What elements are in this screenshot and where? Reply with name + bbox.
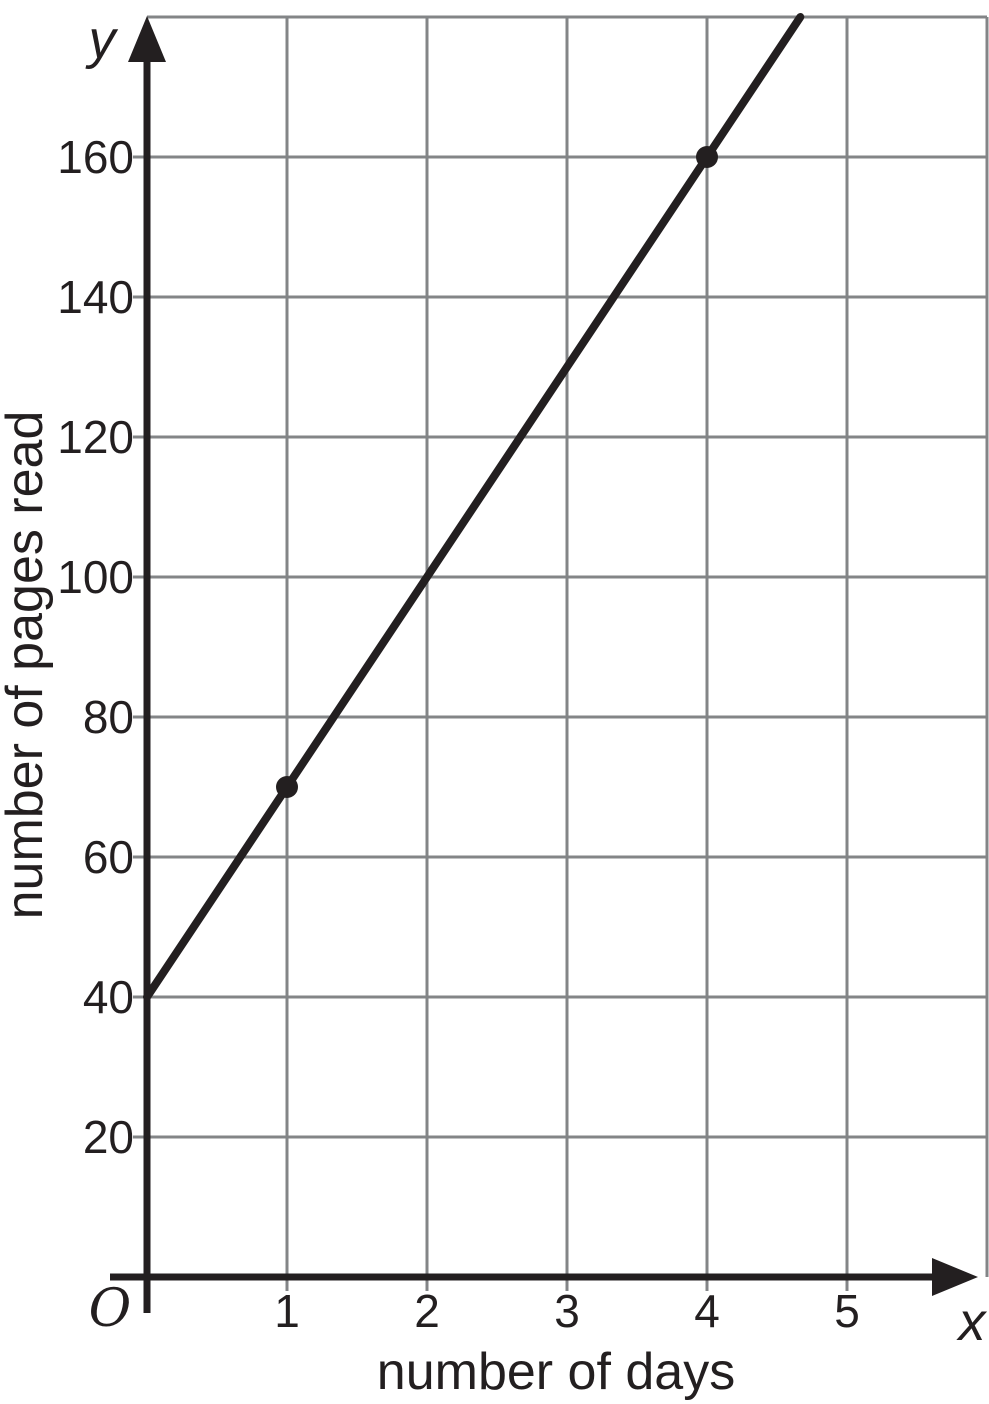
y-axis-letter: y <box>85 10 119 70</box>
y-axis-arrow-icon <box>128 16 166 62</box>
series-line <box>143 12 805 1001</box>
axes <box>110 16 978 1313</box>
x-axis-letter: x <box>956 1292 988 1352</box>
y-axis-title: number of pages read <box>0 411 54 920</box>
x-tick-label: 1 <box>274 1285 300 1337</box>
y-tick-label: 40 <box>83 971 134 1023</box>
y-tick-label: 140 <box>57 271 134 323</box>
x-tick-label: 3 <box>554 1285 580 1337</box>
y-tick-label: 120 <box>57 411 134 463</box>
y-tick-label: 20 <box>83 1111 134 1163</box>
y-tick-label: 160 <box>57 131 134 183</box>
grid-lines <box>133 15 989 1291</box>
x-axis-arrow-icon <box>932 1258 978 1296</box>
x-tick-label: 5 <box>834 1285 860 1337</box>
data-points <box>276 146 718 798</box>
y-tick-label: 100 <box>57 551 134 603</box>
graph-line <box>143 12 805 1001</box>
y-tick-label: 80 <box>83 691 134 743</box>
origin-label: O <box>89 1279 132 1339</box>
x-tick-label: 4 <box>694 1285 720 1337</box>
data-point <box>696 146 718 168</box>
x-tick-label: 2 <box>414 1285 440 1337</box>
y-tick-label: 60 <box>83 831 134 883</box>
x-axis-title: number of days <box>377 1343 735 1401</box>
tick-labels: 1 2 3 4 5 20 40 60 80 100 120 140 160 <box>57 131 860 1337</box>
data-point <box>276 776 298 798</box>
